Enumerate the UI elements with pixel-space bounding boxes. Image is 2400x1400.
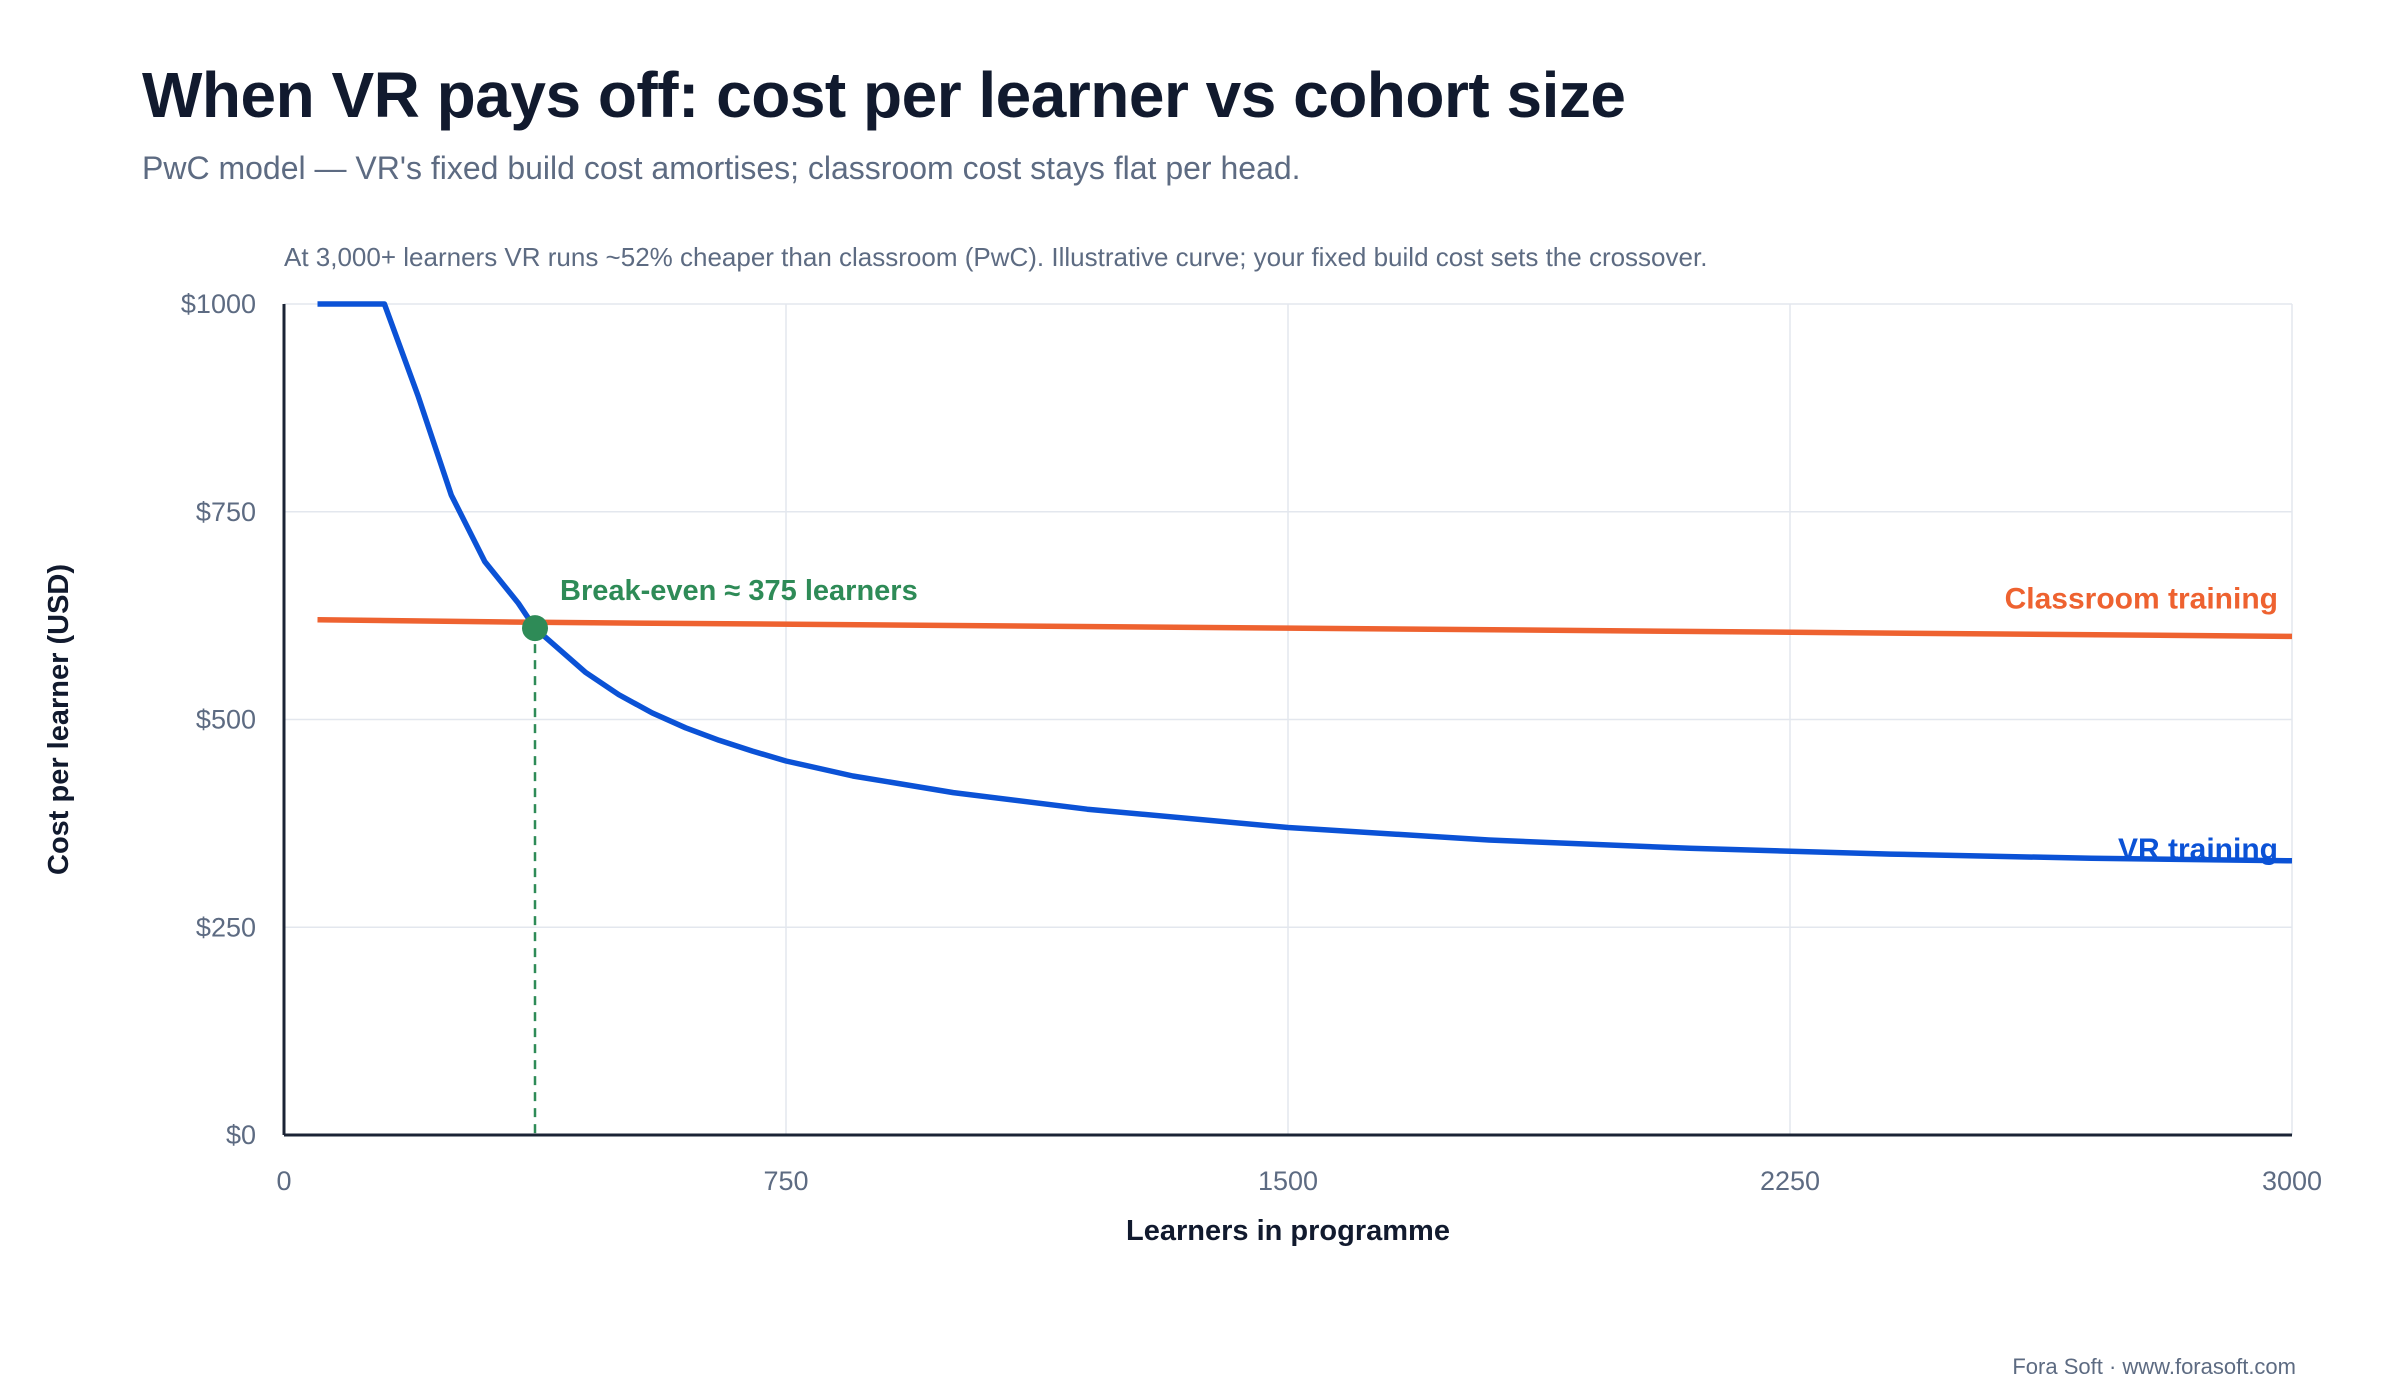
- y-tick-label: $1000: [181, 289, 256, 319]
- classroom-training-line: [317, 617, 2293, 640]
- break-even-point: [522, 615, 548, 642]
- chart-note: At 3,000+ learners VR runs ~52% cheaper …: [284, 242, 1708, 272]
- y-tick-label: $0: [226, 1120, 256, 1150]
- x-axis-title: Learners in programme: [1126, 1215, 1450, 1247]
- x-tick-label: 3000: [2262, 1166, 2322, 1196]
- classroom-series-label: Classroom training: [2005, 582, 2278, 615]
- vr-training-line: [317, 301, 2293, 864]
- chart-title: When VR pays off: cost per learner vs co…: [142, 59, 1626, 131]
- footer-credit: Fora Soft · www.forasoft.com: [2012, 1354, 2296, 1379]
- x-tick-label: 2250: [1760, 1166, 1820, 1196]
- chart-subtitle: PwC model — VR's fixed build cost amorti…: [142, 150, 1301, 186]
- y-tick-label: $750: [196, 497, 256, 527]
- x-tick-label: 750: [763, 1166, 808, 1196]
- y-tick-label: $250: [196, 912, 256, 942]
- break-even-label: Break-even ≈ 375 learners: [560, 575, 918, 607]
- x-tick-label: 0: [276, 1166, 291, 1196]
- y-axis-title: Cost per learner (USD): [43, 564, 75, 875]
- x-tick-label: 1500: [1258, 1166, 1318, 1196]
- vr-series-label: VR training: [2118, 833, 2278, 866]
- y-tick-label: $500: [196, 705, 256, 735]
